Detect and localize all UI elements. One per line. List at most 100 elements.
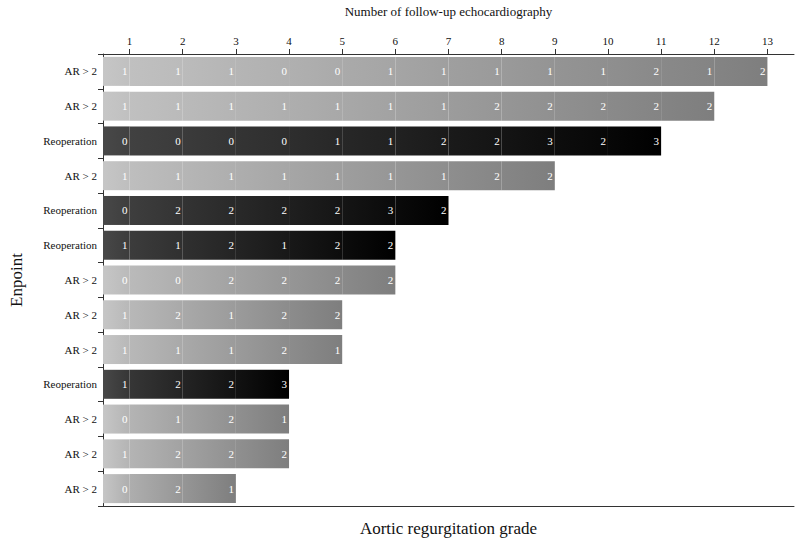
svg-text:2: 2 bbox=[707, 100, 713, 112]
svg-text:Enpoint: Enpoint bbox=[7, 253, 26, 307]
svg-text:1: 1 bbox=[122, 239, 128, 251]
svg-text:2: 2 bbox=[175, 448, 181, 460]
svg-text:2: 2 bbox=[654, 65, 660, 77]
svg-text:2: 2 bbox=[441, 204, 447, 216]
svg-text:7: 7 bbox=[446, 35, 452, 47]
svg-text:1: 1 bbox=[388, 135, 394, 147]
svg-text:2: 2 bbox=[180, 35, 186, 47]
svg-text:1: 1 bbox=[175, 413, 181, 425]
svg-text:Number of follow-up echocardio: Number of follow-up echocardiography bbox=[345, 4, 553, 19]
svg-text:1: 1 bbox=[175, 170, 181, 182]
svg-text:2: 2 bbox=[335, 274, 341, 286]
svg-text:1: 1 bbox=[228, 170, 234, 182]
svg-text:0: 0 bbox=[122, 204, 128, 216]
svg-text:AR > 2: AR > 2 bbox=[65, 100, 97, 112]
svg-text:1: 1 bbox=[335, 344, 341, 356]
svg-text:1: 1 bbox=[122, 65, 128, 77]
svg-text:1: 1 bbox=[122, 309, 128, 321]
svg-text:6: 6 bbox=[393, 35, 399, 47]
svg-text:1: 1 bbox=[127, 35, 133, 47]
svg-text:2: 2 bbox=[547, 170, 553, 182]
svg-text:1: 1 bbox=[441, 100, 447, 112]
svg-text:1: 1 bbox=[494, 65, 500, 77]
svg-text:1: 1 bbox=[175, 65, 181, 77]
svg-text:1: 1 bbox=[122, 344, 128, 356]
svg-text:AR > 2: AR > 2 bbox=[65, 309, 97, 321]
svg-text:2: 2 bbox=[228, 413, 234, 425]
svg-text:3: 3 bbox=[654, 135, 660, 147]
svg-text:2: 2 bbox=[600, 100, 606, 112]
svg-text:11: 11 bbox=[656, 35, 667, 47]
svg-text:1: 1 bbox=[122, 378, 128, 390]
svg-text:2: 2 bbox=[175, 309, 181, 321]
svg-text:0: 0 bbox=[175, 274, 181, 286]
svg-text:1: 1 bbox=[122, 100, 128, 112]
svg-text:Reoperation: Reoperation bbox=[43, 378, 97, 390]
svg-text:1: 1 bbox=[600, 65, 606, 77]
svg-text:2: 2 bbox=[494, 100, 500, 112]
svg-text:0: 0 bbox=[335, 65, 341, 77]
svg-text:1: 1 bbox=[441, 170, 447, 182]
svg-text:AR > 2: AR > 2 bbox=[65, 274, 97, 286]
svg-text:2: 2 bbox=[388, 274, 394, 286]
svg-text:1: 1 bbox=[228, 344, 234, 356]
svg-text:AR > 2: AR > 2 bbox=[65, 170, 97, 182]
svg-text:5: 5 bbox=[339, 35, 345, 47]
svg-text:0: 0 bbox=[282, 65, 288, 77]
svg-text:2: 2 bbox=[654, 100, 660, 112]
svg-text:9: 9 bbox=[552, 35, 558, 47]
svg-text:1: 1 bbox=[335, 170, 341, 182]
svg-text:1: 1 bbox=[707, 65, 713, 77]
svg-text:0: 0 bbox=[122, 413, 128, 425]
svg-text:2: 2 bbox=[335, 239, 341, 251]
svg-text:Aortic regurgitation grade: Aortic regurgitation grade bbox=[360, 519, 537, 538]
svg-text:1: 1 bbox=[122, 448, 128, 460]
svg-text:1: 1 bbox=[228, 483, 234, 495]
svg-text:2: 2 bbox=[760, 65, 766, 77]
svg-text:AR > 2: AR > 2 bbox=[65, 344, 97, 356]
svg-text:1: 1 bbox=[175, 100, 181, 112]
svg-text:2: 2 bbox=[494, 170, 500, 182]
svg-text:1: 1 bbox=[388, 170, 394, 182]
svg-text:0: 0 bbox=[175, 135, 181, 147]
svg-text:12: 12 bbox=[709, 35, 720, 47]
svg-text:1: 1 bbox=[122, 170, 128, 182]
svg-text:1: 1 bbox=[547, 65, 553, 77]
svg-text:0: 0 bbox=[282, 135, 288, 147]
svg-text:2: 2 bbox=[335, 204, 341, 216]
svg-text:8: 8 bbox=[499, 35, 505, 47]
svg-text:2: 2 bbox=[175, 204, 181, 216]
svg-text:3: 3 bbox=[388, 204, 394, 216]
svg-text:Reoperation: Reoperation bbox=[43, 204, 97, 216]
svg-text:2: 2 bbox=[228, 274, 234, 286]
svg-text:1: 1 bbox=[388, 100, 394, 112]
svg-text:3: 3 bbox=[547, 135, 553, 147]
svg-text:1: 1 bbox=[388, 65, 394, 77]
svg-text:1: 1 bbox=[228, 309, 234, 321]
svg-text:Reoperation: Reoperation bbox=[43, 135, 97, 147]
svg-text:1: 1 bbox=[282, 100, 288, 112]
svg-text:2: 2 bbox=[175, 483, 181, 495]
svg-text:2: 2 bbox=[282, 274, 288, 286]
svg-text:10: 10 bbox=[602, 35, 614, 47]
svg-text:1: 1 bbox=[228, 100, 234, 112]
svg-text:0: 0 bbox=[122, 483, 128, 495]
svg-text:2: 2 bbox=[494, 135, 500, 147]
svg-text:2: 2 bbox=[175, 378, 181, 390]
svg-text:Reoperation: Reoperation bbox=[43, 239, 97, 251]
svg-text:13: 13 bbox=[762, 35, 774, 47]
svg-text:1: 1 bbox=[335, 135, 341, 147]
svg-text:1: 1 bbox=[441, 65, 447, 77]
svg-text:2: 2 bbox=[547, 100, 553, 112]
svg-text:2: 2 bbox=[228, 239, 234, 251]
svg-text:0: 0 bbox=[122, 274, 128, 286]
svg-text:2: 2 bbox=[282, 309, 288, 321]
svg-text:1: 1 bbox=[175, 239, 181, 251]
svg-text:2: 2 bbox=[282, 204, 288, 216]
svg-text:0: 0 bbox=[228, 135, 234, 147]
svg-text:1: 1 bbox=[282, 239, 288, 251]
svg-text:1: 1 bbox=[228, 65, 234, 77]
svg-text:2: 2 bbox=[600, 135, 606, 147]
svg-text:3: 3 bbox=[282, 378, 288, 390]
svg-text:AR > 2: AR > 2 bbox=[65, 413, 97, 425]
